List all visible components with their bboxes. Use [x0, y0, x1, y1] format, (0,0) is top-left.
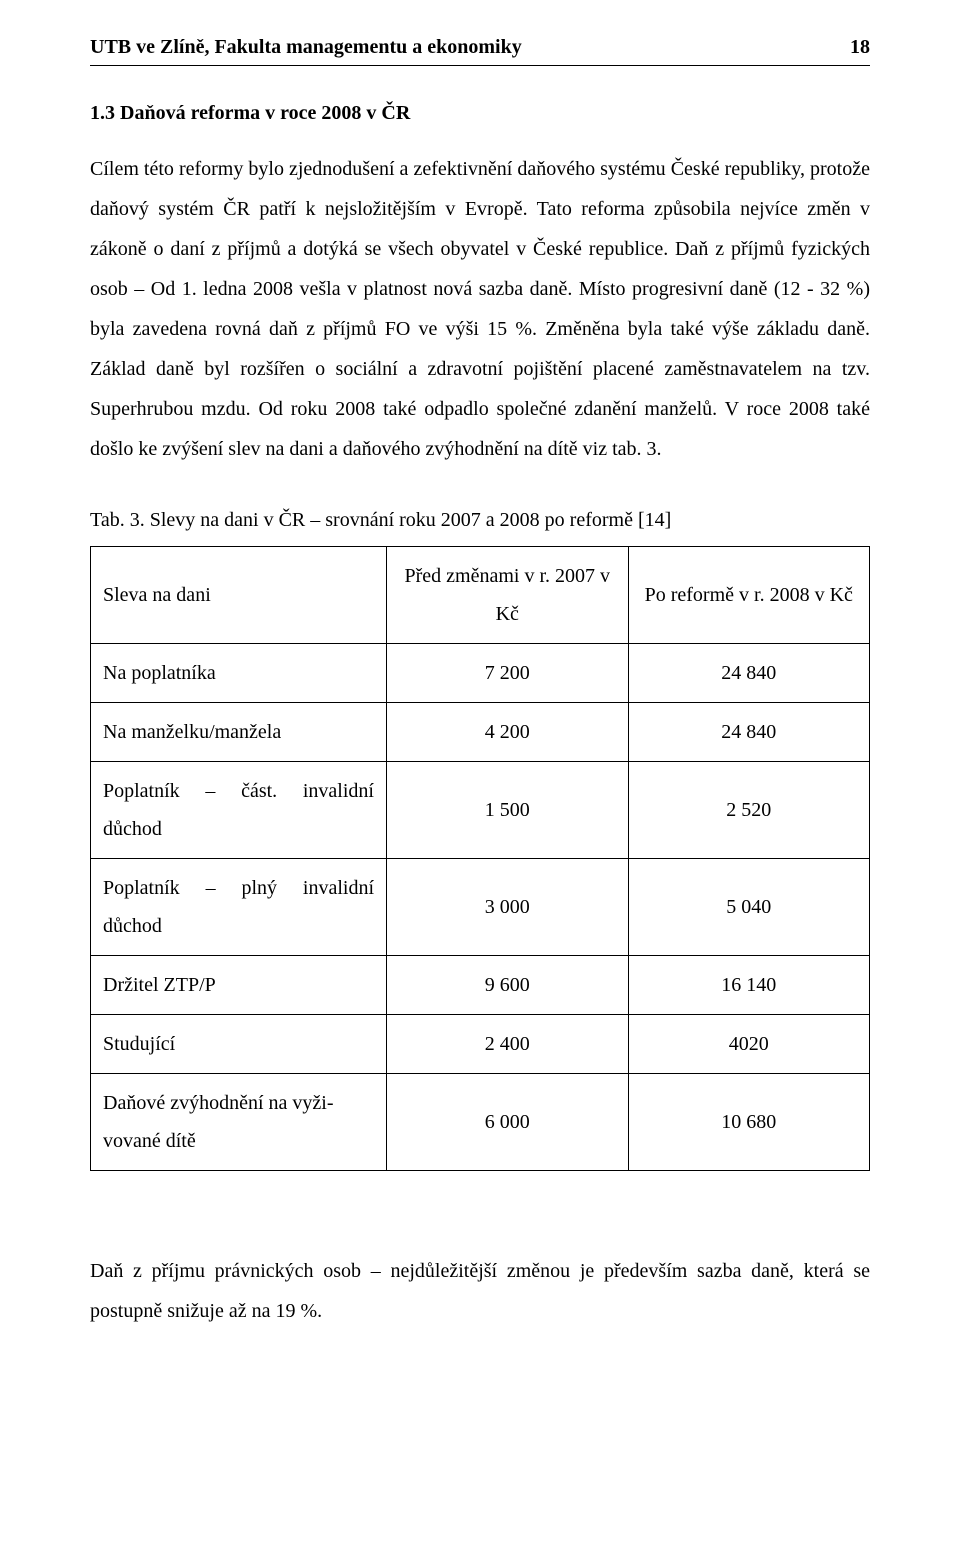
row-label: Na manželku/manžela: [91, 703, 387, 762]
row-value-2007: 6 000: [387, 1074, 628, 1171]
row-label-word: invalidní: [303, 869, 374, 907]
col-header-2007: Před změnami v r. 2007 v Kč: [387, 547, 628, 644]
section-paragraph: Cílem této reformy bylo zjednodušení a z…: [90, 149, 870, 469]
section-heading: 1.3 Daňová reforma v roce 2008 v ČR: [90, 102, 870, 125]
row-value-2008: 5 040: [628, 859, 870, 956]
row-label-line2: důchod: [103, 818, 162, 840]
row-label-word: –: [205, 772, 215, 810]
page-number: 18: [850, 36, 870, 59]
page-header: UTB ve Zlíně, Fakulta managementu a ekon…: [90, 36, 870, 66]
row-value-2008: 10 680: [628, 1074, 870, 1171]
row-label-word: –: [206, 869, 216, 907]
table-header-row: Sleva na dani Před změnami v r. 2007 v K…: [91, 547, 870, 644]
row-value-2007: 9 600: [387, 956, 628, 1015]
col-header-2008: Po reformě v r. 2008 v Kč: [628, 547, 870, 644]
row-value-2008: 24 840: [628, 703, 870, 762]
document-page: UTB ve Zlíně, Fakulta managementu a ekon…: [0, 0, 960, 1391]
row-value-2008: 16 140: [628, 956, 870, 1015]
table-row: Na manželku/manžela 4 200 24 840: [91, 703, 870, 762]
row-label: Poplatník – část. invalidní důchod: [91, 762, 387, 859]
row-label: Držitel ZTP/P: [91, 956, 387, 1015]
row-label: Na poplatníka: [91, 644, 387, 703]
footer-paragraph: Daň z příjmu právnických osob – nejdůlež…: [90, 1251, 870, 1331]
table-row: Poplatník – plný invalidní důchod 3 000 …: [91, 859, 870, 956]
table-row: Na poplatníka 7 200 24 840: [91, 644, 870, 703]
table-caption: Tab. 3. Slevy na dani v ČR – srovnání ro…: [90, 509, 870, 532]
row-label-word: Poplatník: [103, 772, 180, 810]
row-value-2008: 24 840: [628, 644, 870, 703]
col-header-2007-line1: Před změnami v r. 2007 v: [404, 565, 610, 587]
row-label-line2: vované dítě: [103, 1130, 196, 1152]
table-row: Držitel ZTP/P 9 600 16 140: [91, 956, 870, 1015]
row-label-line1: Daňové zvýhodnění na vyži-: [103, 1092, 333, 1114]
row-label-word: část.: [241, 772, 277, 810]
discounts-table: Sleva na dani Před změnami v r. 2007 v K…: [90, 546, 870, 1171]
row-label: Poplatník – plný invalidní důchod: [91, 859, 387, 956]
col-header-2007-line2: Kč: [496, 603, 519, 625]
row-value-2007: 3 000: [387, 859, 628, 956]
row-label-line2: důchod: [103, 915, 162, 937]
header-institution: UTB ve Zlíně, Fakulta managementu a ekon…: [90, 36, 522, 59]
table-row: Studující 2 400 4020: [91, 1015, 870, 1074]
row-label-word: invalidní: [303, 772, 374, 810]
row-value-2008: 2 520: [628, 762, 870, 859]
table-row: Poplatník – část. invalidní důchod 1 500…: [91, 762, 870, 859]
table-row: Daňové zvýhodnění na vyži- vované dítě 6…: [91, 1074, 870, 1171]
row-value-2007: 2 400: [387, 1015, 628, 1074]
row-value-2008: 4020: [628, 1015, 870, 1074]
row-value-2007: 4 200: [387, 703, 628, 762]
row-label: Daňové zvýhodnění na vyži- vované dítě: [91, 1074, 387, 1171]
col-header-sleva: Sleva na dani: [91, 547, 387, 644]
row-label: Studující: [91, 1015, 387, 1074]
row-label-word: Poplatník: [103, 869, 180, 907]
row-value-2007: 1 500: [387, 762, 628, 859]
row-label-word: plný: [241, 869, 277, 907]
row-value-2007: 7 200: [387, 644, 628, 703]
